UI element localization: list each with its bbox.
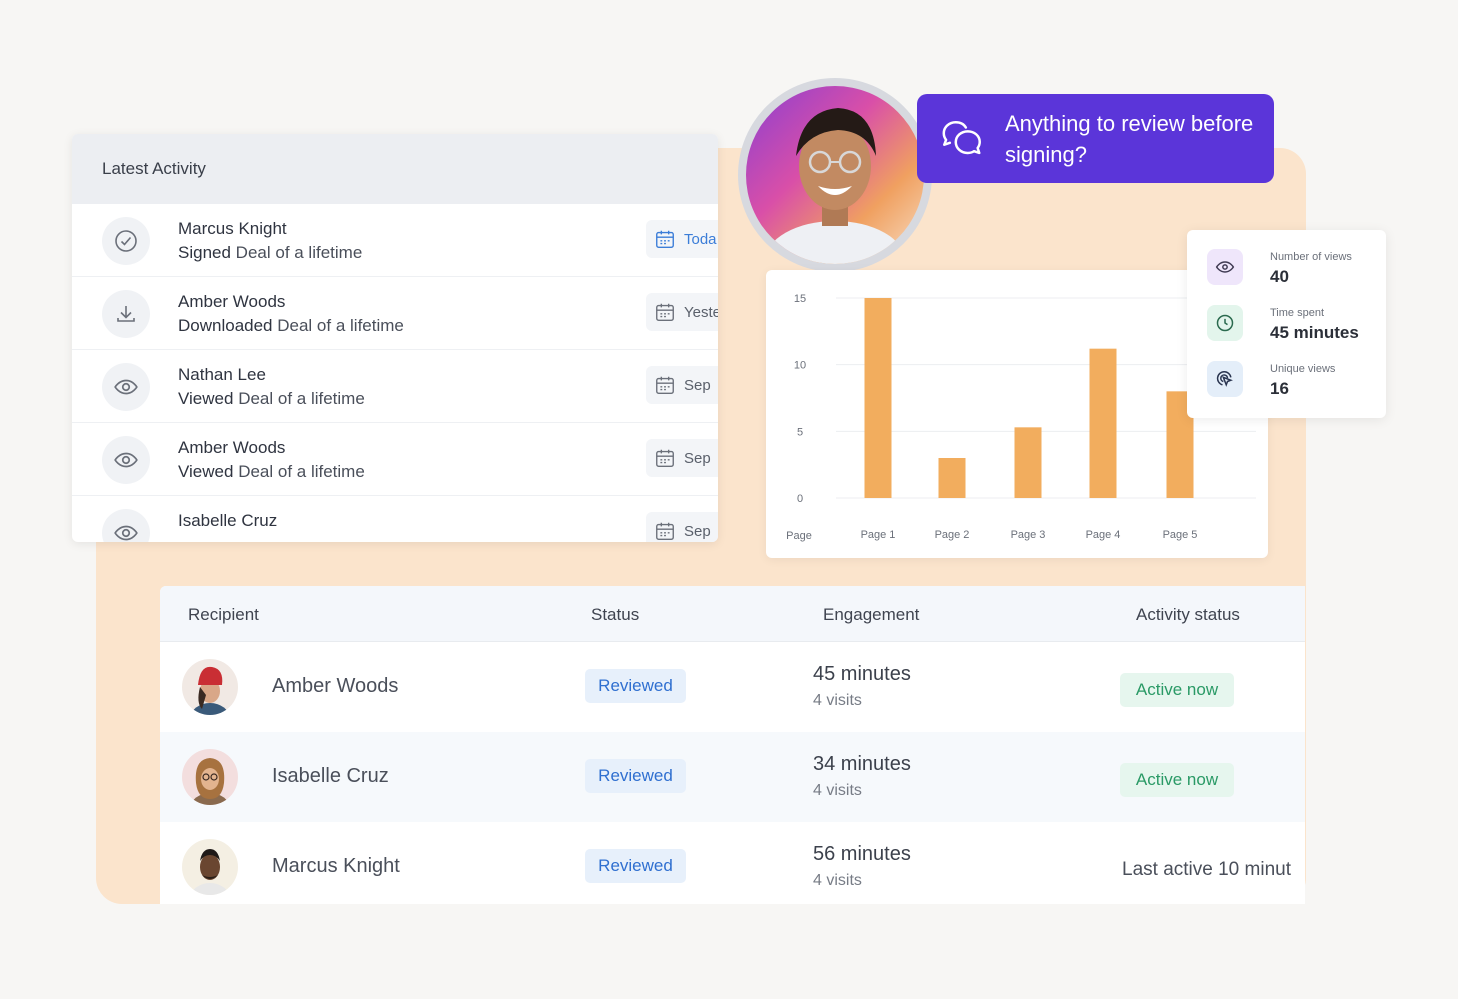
eye-icon (102, 509, 150, 542)
activity-description: Viewed Deal of a lifetime (178, 389, 365, 408)
column-header-recipient[interactable]: Recipient (188, 605, 259, 624)
engagement-visits: 4 visits (813, 872, 862, 889)
activity-name: Isabelle Cruz (178, 511, 278, 530)
status-badge: Reviewed (585, 849, 686, 883)
sender-avatar (738, 78, 932, 272)
stat-label: Number of views (1270, 251, 1352, 263)
activity-item[interactable]: Nathan Lee Viewed Deal of a lifetime Sep (72, 350, 718, 423)
sender-photo (746, 86, 924, 264)
status-badge: Reviewed (585, 759, 686, 793)
y-tick-label: 10 (794, 360, 806, 372)
y-tick-label: 15 (794, 293, 806, 305)
activity-status-badge: Active now (1120, 763, 1234, 797)
activity-status-text: Last active 10 minut (1122, 859, 1291, 880)
engagement-time: 34 minutes (813, 753, 911, 775)
activity-date: Sep (646, 512, 718, 542)
avatar (182, 659, 238, 715)
column-header-activity-status[interactable]: Activity status (1136, 605, 1240, 624)
eye-icon (102, 363, 150, 411)
recipient-name: Marcus Knight (272, 855, 400, 877)
activity-date: Sep (646, 439, 718, 477)
x-tick-label: Page 5 (1163, 529, 1198, 541)
activity-item[interactable]: Isabelle Cruz Sep (72, 496, 718, 542)
chat-message: Anything to review before signing? (1005, 111, 1254, 167)
engagement-time: 56 minutes (813, 843, 911, 865)
activity-status-badge: Active now (1120, 673, 1234, 707)
stat-value: 40 (1270, 267, 1289, 286)
status-badge: Reviewed (585, 669, 686, 703)
activity-description: Signed Deal of a lifetime (178, 243, 363, 262)
avatar (182, 749, 238, 805)
document-stats-card: Number of views 40 Time spent 45 minutes… (1187, 230, 1386, 418)
column-header-status[interactable]: Status (591, 605, 640, 624)
activity-description: Viewed Deal of a lifetime (178, 462, 365, 481)
calendar-icon (656, 522, 674, 540)
activity-name: Nathan Lee (178, 365, 266, 384)
check-circle-icon (102, 217, 150, 265)
stat-label: Unique views (1270, 363, 1336, 375)
x-tick-label: Page 3 (1011, 529, 1046, 541)
bar (864, 298, 892, 498)
stat-value: 45 minutes (1270, 323, 1359, 342)
activity-name: Marcus Knight (178, 219, 287, 238)
eye-icon (102, 436, 150, 484)
stat-time-spent: Time spent 45 minutes (1207, 305, 1377, 345)
x-tick-label: Page 4 (1086, 529, 1121, 541)
bar (1014, 427, 1042, 498)
column-header-engagement[interactable]: Engagement (823, 605, 920, 624)
bar (1089, 348, 1117, 498)
x-axis-label: Page (786, 530, 812, 542)
stat-number-of-views: Number of views 40 (1207, 249, 1377, 289)
y-tick-label: 5 (797, 426, 803, 438)
table-header: Recipient Status Engagement Activity sta… (160, 586, 1305, 642)
table-row[interactable]: Amber Woods Reviewed 45 minutes 4 visits… (160, 642, 1305, 732)
latest-activity-card: Latest Activity Marcus Knight Signed Dea… (72, 134, 718, 542)
download-icon (102, 290, 150, 338)
activity-item[interactable]: Amber Woods Downloaded Deal of a lifetim… (72, 277, 718, 350)
stat-label: Time spent (1270, 307, 1325, 319)
calendar-icon (656, 449, 674, 467)
latest-activity-title: Latest Activity (72, 134, 718, 204)
engagement-visits: 4 visits (813, 692, 862, 709)
chat-icon (942, 120, 981, 155)
avatar (182, 839, 238, 895)
stat-value: 16 (1270, 379, 1289, 398)
recipient-name: Amber Woods (272, 675, 399, 697)
x-tick-label: Page 1 (861, 529, 896, 541)
table-row[interactable]: Marcus Knight Reviewed 56 minutes 4 visi… (160, 822, 1305, 904)
calendar-icon (656, 376, 674, 394)
cursor-click-icon (1207, 361, 1243, 397)
activity-description: Downloaded Deal of a lifetime (178, 316, 404, 335)
page-views-chart: 0 5 10 15 Page Page 1 Page 2 Page 3 Page 4 Page 5 (766, 270, 1268, 558)
activity-date: Toda (646, 220, 718, 258)
stat-unique-views: Unique views 16 (1207, 361, 1377, 401)
activity-date: Yeste (646, 293, 718, 331)
clock-icon (1207, 305, 1243, 341)
recipients-table: Recipient Status Engagement Activity sta… (160, 586, 1305, 904)
activity-name: Amber Woods (178, 292, 286, 311)
activity-item[interactable]: Amber Woods Viewed Deal of a lifetime Se… (72, 423, 718, 496)
table-row[interactable]: Isabelle Cruz Reviewed 34 minutes 4 visi… (160, 732, 1305, 822)
activity-date: Sep (646, 366, 718, 404)
chat-bubble[interactable]: Anything to review before signing? (917, 94, 1274, 183)
eye-icon (1207, 249, 1243, 285)
calendar-icon (656, 303, 674, 321)
engagement-time: 45 minutes (813, 663, 911, 685)
y-tick-label: 0 (797, 493, 803, 505)
calendar-icon (656, 230, 674, 248)
activity-name: Amber Woods (178, 438, 286, 457)
recipient-name: Isabelle Cruz (272, 765, 389, 787)
activity-item[interactable]: Marcus Knight Signed Deal of a lifetime … (72, 204, 718, 277)
bar (938, 458, 966, 498)
x-tick-label: Page 2 (935, 529, 970, 541)
engagement-visits: 4 visits (813, 782, 862, 799)
